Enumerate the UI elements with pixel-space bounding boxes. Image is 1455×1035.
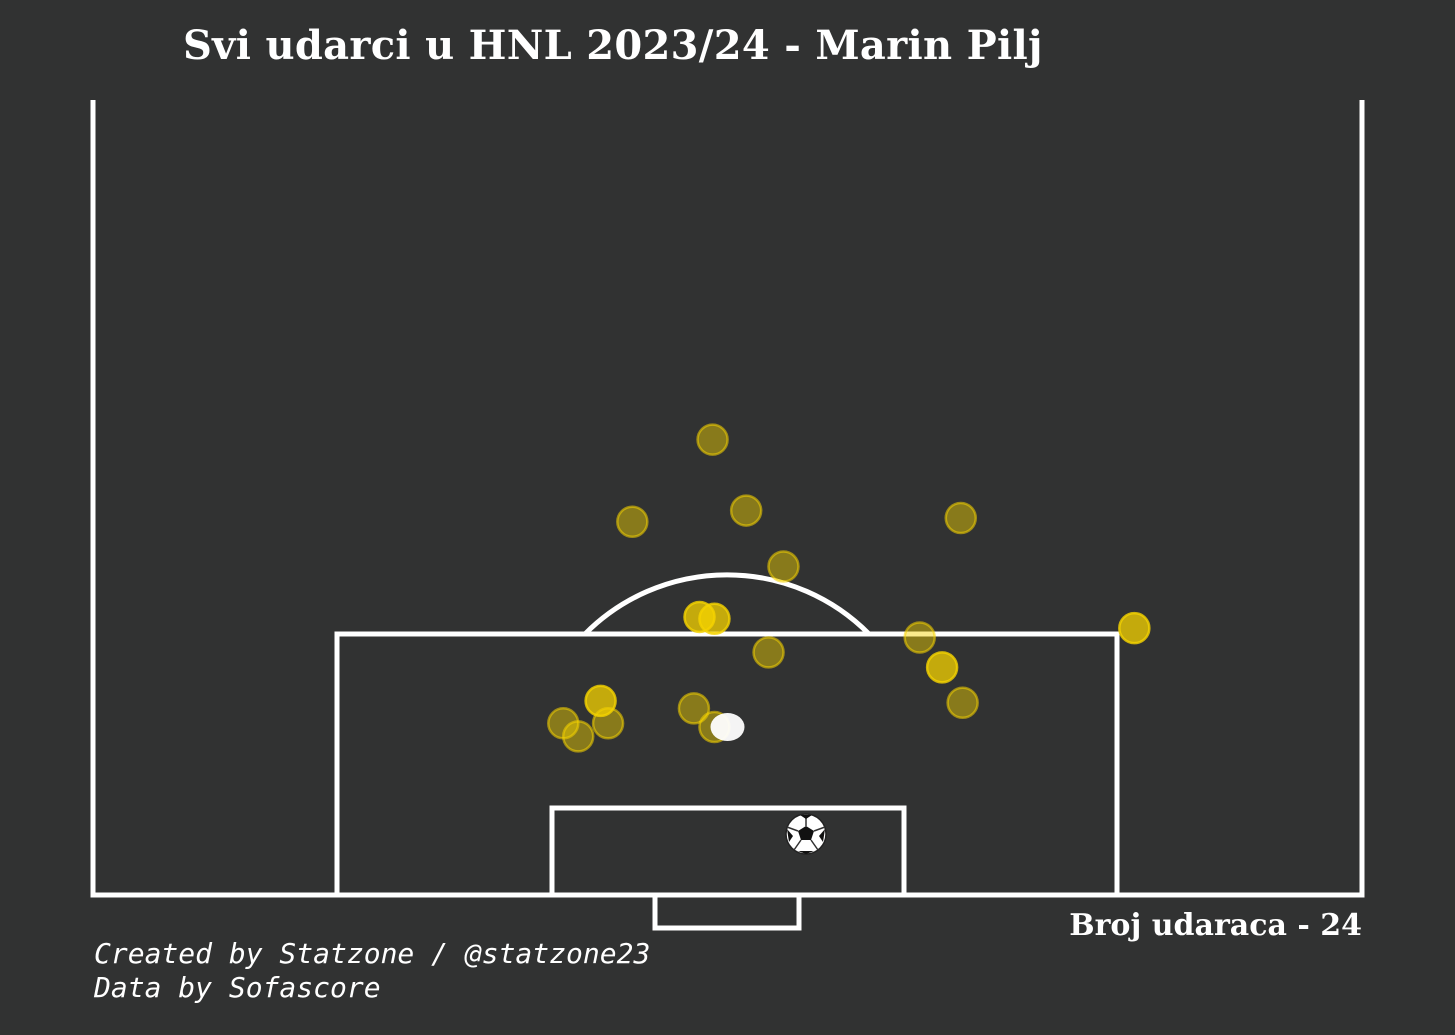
shot-point	[903, 621, 936, 654]
pitch-boundary	[90, 100, 1365, 898]
penalty-area	[334, 631, 1120, 898]
shot-on-target-point	[698, 602, 731, 636]
penalty-arc	[583, 572, 871, 636]
shot-point	[729, 494, 763, 527]
chart-title: Svi udarci u HNL 2023/24 - Marin Pilj	[183, 22, 1043, 69]
goal-frame	[652, 892, 802, 931]
shot-point	[752, 636, 785, 669]
shots-layer	[547, 423, 1151, 753]
six-yard-box	[549, 805, 907, 898]
credit-created-by: Created by Statzone / @statzone23	[94, 937, 651, 970]
credit-data-source: Data by Sofascore	[94, 971, 381, 1004]
shot-point	[767, 550, 800, 583]
shot-on-target-point	[584, 684, 617, 718]
pitch-lines	[90, 100, 1365, 931]
shot-on-target-point	[925, 651, 959, 684]
football-icon	[785, 813, 827, 855]
shot-point	[677, 692, 711, 725]
shot-count-label: Broj udaraca - 24	[1069, 908, 1362, 943]
shot-point	[944, 501, 978, 535]
shot-point	[696, 423, 729, 456]
shot-point	[946, 686, 979, 720]
shot-point	[616, 505, 649, 539]
shot-goal-point	[710, 713, 745, 742]
shot-on-target-point	[1118, 611, 1151, 645]
shot-point	[561, 720, 595, 753]
